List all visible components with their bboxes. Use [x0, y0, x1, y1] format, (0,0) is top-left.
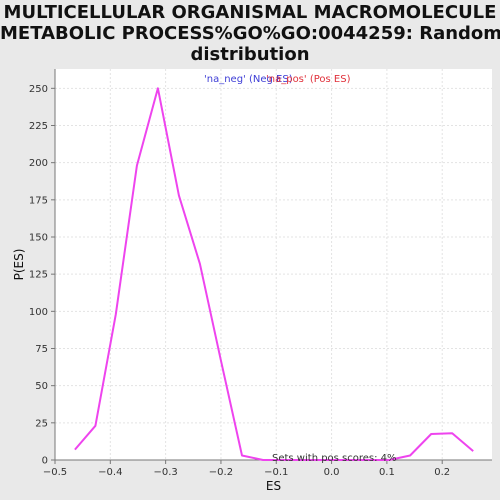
y-tick-label: 250: [29, 84, 48, 95]
x-axis-title: ES: [266, 479, 281, 493]
x-tick-label: −0.1: [264, 467, 288, 478]
x-tick-label: −0.3: [153, 467, 177, 478]
x-tick-label: 0.0: [324, 467, 340, 478]
y-tick-label: 175: [29, 195, 48, 206]
chart-title-line-1: MULTICELLULAR ORGANISMAL MACROMOLECULE: [3, 2, 497, 23]
legend-entry-neg: 'na_neg' (Neg ES): [204, 74, 293, 85]
y-tick-label: 100: [29, 307, 48, 318]
plot-area: [55, 69, 492, 460]
y-tick-label: 50: [35, 381, 48, 392]
y-tick-label: 75: [35, 344, 48, 355]
chart-title-line-2: METABOLIC PROCESS%GO%GO:0044259: Random …: [0, 23, 500, 44]
y-tick-label: 225: [29, 121, 48, 132]
chart-title-line-3: distribution: [190, 44, 310, 65]
series-layer: [74, 87, 474, 461]
y-tick-label: 125: [29, 270, 48, 281]
y-tick-label: 0: [42, 456, 48, 467]
x-tick-label: 0.2: [434, 467, 450, 478]
series-line: [74, 87, 474, 461]
axes: 0 25 50 75 100 125 150 175 200 225 250 −0.5 −0.4 −0.3…: [29, 69, 492, 478]
y-tick-label: 150: [29, 232, 48, 243]
grid-lines: [55, 69, 492, 460]
y-tick-label: 200: [29, 158, 48, 169]
pos-scores-annotation: Sets with pos scores: 4%: [272, 453, 397, 464]
legend-entry-pos: 'na_pos' (Pos ES): [266, 74, 351, 85]
y-axis-title: P(ES): [12, 249, 26, 281]
x-tick-label: −0.4: [98, 467, 122, 478]
x-tick-label: 0.1: [379, 467, 395, 478]
x-tick-label: −0.5: [43, 467, 67, 478]
chart-title: MULTICELLULAR ORGANISMAL MACROMOLECULE M…: [0, 2, 500, 65]
y-tick-label: 25: [35, 418, 48, 429]
x-tick-label: −0.2: [209, 467, 233, 478]
